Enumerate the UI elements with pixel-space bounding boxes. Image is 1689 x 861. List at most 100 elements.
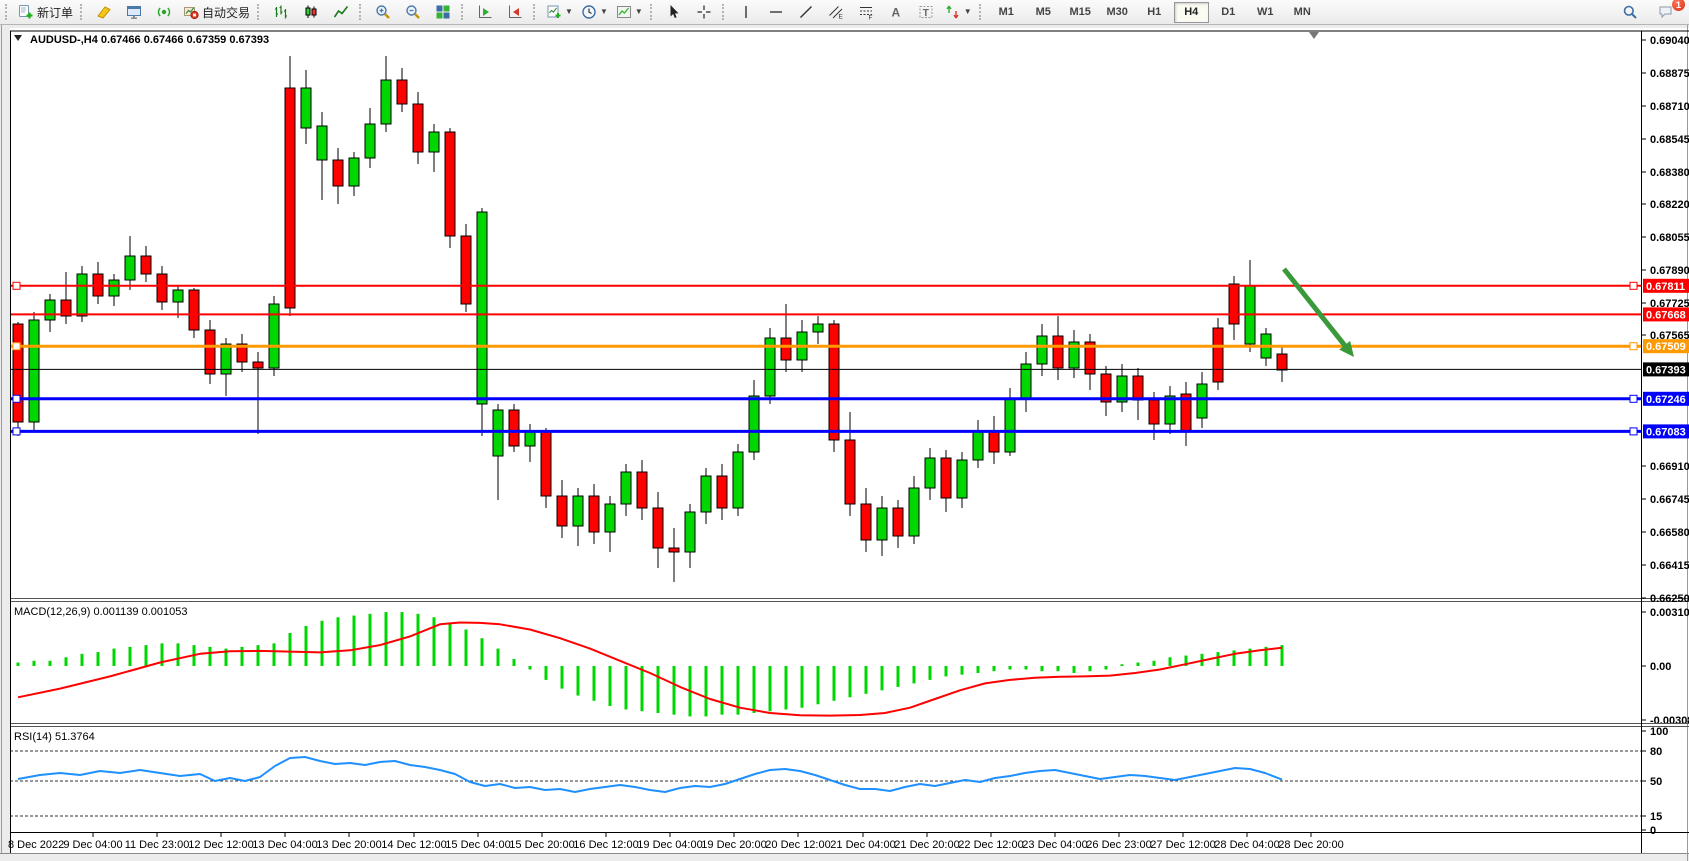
timeframe-h4-button[interactable]: H4 <box>1173 1 1209 23</box>
new-order-button[interactable]: 新订单 <box>15 1 76 23</box>
price-tick-label: 0.67890 <box>1650 265 1689 277</box>
search-button[interactable] <box>1616 1 1644 23</box>
toolbar-grip-handle[interactable] <box>359 4 364 20</box>
line-chart-button[interactable] <box>327 1 355 23</box>
macd-histogram-bar <box>96 652 100 666</box>
macd-histogram-bar <box>1168 657 1172 666</box>
equidistant-channel-icon: E <box>828 6 843 21</box>
horizontal-line-button[interactable] <box>762 1 790 23</box>
macd-histogram-bar <box>992 666 996 672</box>
time-axis-label: 14 Dec 12:00 <box>381 839 446 851</box>
time-axis-label: 20 Dec 12:00 <box>765 839 830 851</box>
bar-chart-button[interactable] <box>267 1 295 23</box>
candle-bullish <box>124 236 136 290</box>
candle-bullish <box>492 404 504 500</box>
trend-arrow-annotation[interactable] <box>1282 267 1354 357</box>
timeframe-m1-button[interactable]: M1 <box>998 6 1014 18</box>
cursor-button[interactable] <box>660 1 688 23</box>
candle-bearish <box>540 428 552 508</box>
timeframe-d1-button[interactable]: D1 <box>1221 6 1236 18</box>
candle-bullish <box>44 294 56 332</box>
rsi-panel: RSI(14) 51.3764 100 80 50 15 0 <box>10 726 1668 837</box>
channel-button[interactable]: E <box>822 1 850 23</box>
toolbar-grip-handle[interactable] <box>80 4 85 20</box>
vertical-line-button[interactable] <box>732 1 760 23</box>
text-label-button[interactable]: T <box>912 1 940 23</box>
zoom-in-icon <box>376 5 390 19</box>
toolbar-grip-handle[interactable] <box>461 4 466 20</box>
timeframe-m5-button[interactable]: M5 <box>1035 6 1051 18</box>
templates-button[interactable]: ▼ <box>613 1 646 23</box>
autotrade-button[interactable]: 自动交易 <box>180 1 253 23</box>
new-chart-button[interactable]: ▼ <box>543 1 576 23</box>
new-order-button-label: 新订单 <box>37 5 74 20</box>
timeframe-mn-button[interactable]: MN <box>1293 6 1311 18</box>
crosshair-button[interactable] <box>690 1 718 23</box>
zoom-out-button[interactable] <box>399 1 427 23</box>
zoom-in-button[interactable] <box>369 1 397 23</box>
tile-windows-button[interactable] <box>429 1 457 23</box>
hline-handle[interactable] <box>12 342 21 351</box>
candle-bullish <box>924 448 936 500</box>
timeframe-h1-button[interactable]: H1 <box>1147 6 1162 18</box>
hline-handle[interactable] <box>1629 394 1638 403</box>
macd-histogram-bar <box>128 646 132 666</box>
macd-histogram-bar <box>560 666 564 689</box>
notifications-button[interactable]: 1 <box>1652 0 1685 23</box>
candle-bearish <box>1212 318 1224 390</box>
text-button[interactable]: A <box>882 1 910 23</box>
periods-button[interactable]: ▼ <box>578 1 611 23</box>
time-axis-label: 22 Dec 12:00 <box>958 839 1023 851</box>
toolbar-group: 自动交易 <box>77 0 254 24</box>
toolbar-grip-handle[interactable] <box>721 4 727 20</box>
toolbar-group <box>356 0 458 24</box>
fibonacci-button[interactable]: F <box>852 1 880 23</box>
candle-bearish <box>668 528 680 582</box>
chart-back-button[interactable] <box>501 1 529 23</box>
price-line-label: 0.67668 <box>1643 307 1689 322</box>
candle-bearish <box>12 322 24 436</box>
hline-handle[interactable] <box>1629 342 1638 351</box>
timeframe-w1-button[interactable]: W1 <box>1256 6 1274 18</box>
chart-shift-marker[interactable] <box>1309 32 1319 39</box>
rsi-axis-label: 0 <box>1650 825 1656 837</box>
hline-handle[interactable] <box>1629 427 1638 436</box>
trendline-button[interactable] <box>792 1 820 23</box>
toolbar-grip-handle[interactable] <box>649 4 655 20</box>
timeframe-m30-button[interactable]: M30 <box>1106 6 1128 18</box>
candlestick-chart-button[interactable] <box>297 1 325 23</box>
toolbar-grip-handle[interactable] <box>533 4 538 20</box>
arrows-button[interactable]: ▼ <box>942 1 975 23</box>
price-line-label-text: 0.67668 <box>1646 309 1686 321</box>
toolbar-group <box>647 0 719 24</box>
terminal-button[interactable] <box>120 1 148 23</box>
macd-histogram-bar <box>320 620 324 666</box>
macd-histogram-bar <box>368 613 372 666</box>
objects-button[interactable] <box>90 1 118 23</box>
signal-icon <box>157 7 171 17</box>
signal-button[interactable] <box>150 1 178 23</box>
horizontal-line-icon <box>769 11 782 13</box>
chart-forward-button[interactable] <box>471 1 499 23</box>
chart-canvas[interactable]: MACD(12,26,9) 0.001139 0.001053 0.003105 0… <box>0 25 1689 861</box>
rsi-axis-label: 15 <box>1650 811 1662 823</box>
macd-histogram-bar <box>1088 666 1092 672</box>
candle-bullish <box>380 56 392 132</box>
svg-text:T: T <box>923 8 929 19</box>
symbol-dropdown-icon[interactable] <box>14 35 22 41</box>
candle-bearish <box>636 460 648 520</box>
hline-handle[interactable] <box>12 394 21 403</box>
macd-histogram-bar <box>1248 648 1252 666</box>
price-tick-label: 0.66415 <box>1650 560 1689 572</box>
hline-handle[interactable] <box>1629 281 1638 290</box>
timeframe-m15-button[interactable]: M15 <box>1069 6 1091 18</box>
candle-bearish <box>204 320 216 384</box>
toolbar-grip-handle[interactable] <box>978 4 984 20</box>
candle-bullish <box>572 488 584 546</box>
autotrade-icon <box>184 7 199 20</box>
toolbar-grip-handle[interactable] <box>257 4 262 20</box>
hline-handle[interactable] <box>12 281 21 290</box>
hline-handle[interactable] <box>12 427 21 436</box>
svg-text:E: E <box>838 14 843 21</box>
toolbar-grip-handle[interactable] <box>5 4 10 20</box>
